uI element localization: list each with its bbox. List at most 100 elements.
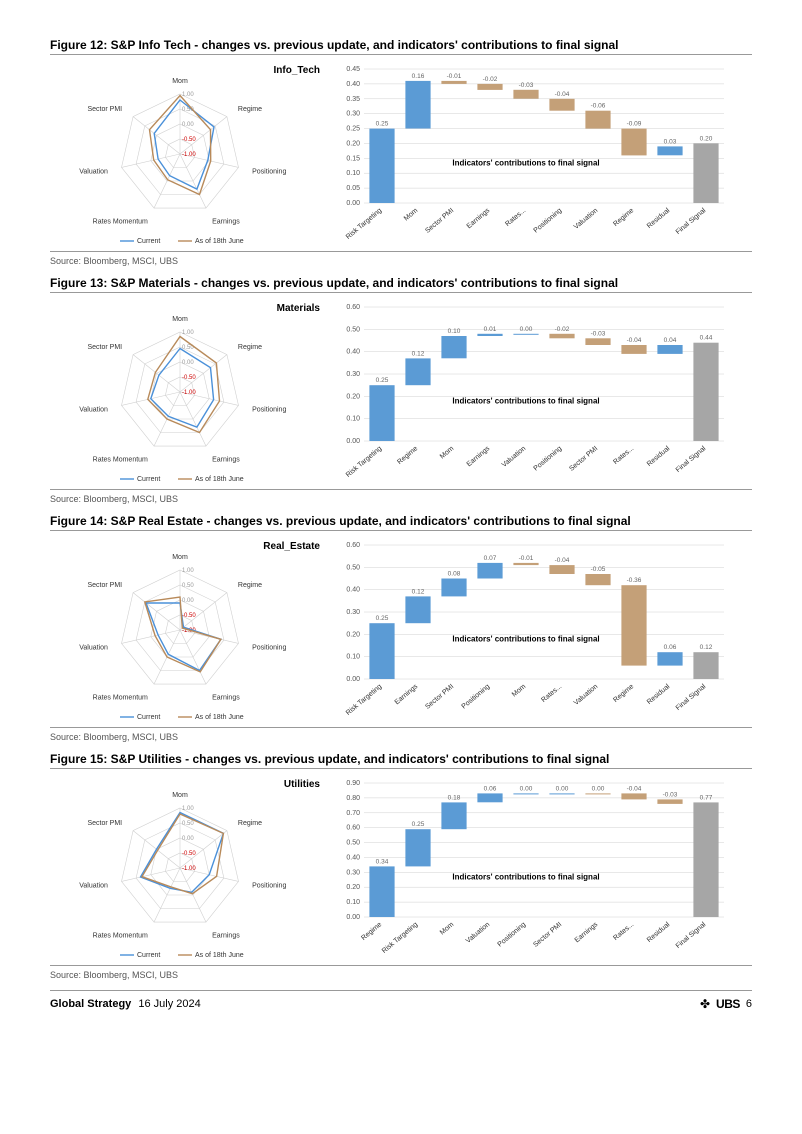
figure-rule <box>50 768 752 769</box>
svg-text:0.08: 0.08 <box>448 571 461 578</box>
svg-text:0.00: 0.00 <box>592 785 605 792</box>
figure-row: MomRegimePositioningEarningsRates Moment… <box>50 535 752 725</box>
svg-text:Sector PMI: Sector PMI <box>424 683 455 711</box>
figure-rule-bottom <box>50 251 752 252</box>
radar-chart: MomRegimePositioningEarningsRates Moment… <box>50 59 330 249</box>
svg-text:-1.00: -1.00 <box>182 390 196 396</box>
svg-text:Current: Current <box>137 952 160 959</box>
svg-text:Risk Targeting: Risk Targeting <box>345 683 383 717</box>
svg-text:0.60: 0.60 <box>346 825 360 832</box>
svg-text:0.30: 0.30 <box>346 371 360 378</box>
figure-block: Figure 14: S&P Real Estate - changes vs.… <box>50 514 752 742</box>
svg-text:0.25: 0.25 <box>376 121 389 128</box>
svg-text:-0.05: -0.05 <box>591 566 606 573</box>
svg-text:-0.01: -0.01 <box>447 73 462 80</box>
svg-text:Residual: Residual <box>646 683 672 706</box>
svg-text:Sector PMI: Sector PMI <box>87 820 122 827</box>
svg-text:0.00: 0.00 <box>346 914 360 921</box>
svg-text:Risk Targeting: Risk Targeting <box>345 445 383 479</box>
waterfall-chart: 0.000.100.200.300.400.500.600.25Risk Tar… <box>330 535 730 725</box>
svg-text:0.44: 0.44 <box>700 335 713 342</box>
figure-title: Figure 13: S&P Materials - changes vs. p… <box>50 276 752 290</box>
figure-block: Figure 13: S&P Materials - changes vs. p… <box>50 276 752 504</box>
svg-text:Real_Estate: Real_Estate <box>263 541 320 552</box>
svg-text:0.10: 0.10 <box>346 170 360 177</box>
svg-text:-0.36: -0.36 <box>627 577 642 584</box>
svg-text:Valuation: Valuation <box>573 683 600 707</box>
svg-text:0.20: 0.20 <box>700 135 713 142</box>
figure-title: Figure 15: S&P Utilities - changes vs. p… <box>50 752 752 766</box>
svg-text:Rates Momentum: Rates Momentum <box>93 933 148 940</box>
svg-text:Mom: Mom <box>172 554 188 561</box>
svg-text:Regime: Regime <box>612 683 635 704</box>
svg-text:Mom: Mom <box>172 78 188 85</box>
svg-text:0.20: 0.20 <box>346 884 360 891</box>
svg-text:1.00: 1.00 <box>182 568 194 574</box>
svg-text:Sector PMI: Sector PMI <box>532 921 563 949</box>
svg-text:0.00: 0.00 <box>182 836 194 842</box>
svg-text:Earnings: Earnings <box>466 207 492 230</box>
svg-text:-0.01: -0.01 <box>519 555 534 562</box>
svg-text:Valuation: Valuation <box>573 207 600 231</box>
svg-text:0.12: 0.12 <box>700 644 713 651</box>
svg-text:0.20: 0.20 <box>346 140 360 147</box>
svg-text:Current: Current <box>137 714 160 721</box>
svg-text:Utilities: Utilities <box>284 779 321 790</box>
svg-text:Positioning: Positioning <box>497 921 528 948</box>
svg-text:-1.00: -1.00 <box>182 866 196 872</box>
svg-text:Valuation: Valuation <box>79 169 108 176</box>
figure-row: MomRegimePositioningEarningsRates Moment… <box>50 297 752 487</box>
svg-text:As of 18th June: As of 18th June <box>195 714 244 721</box>
svg-text:Sector PMI: Sector PMI <box>424 207 455 235</box>
svg-text:-0.03: -0.03 <box>591 330 606 337</box>
footer-title: Global Strategy <box>50 998 131 1010</box>
svg-text:Current: Current <box>137 476 160 483</box>
waterfall-chart: 0.000.100.200.300.400.500.600.25Risk Tar… <box>330 297 730 487</box>
svg-text:0.35: 0.35 <box>346 96 360 103</box>
svg-text:Mom: Mom <box>511 683 528 698</box>
svg-text:Final Signal: Final Signal <box>675 445 708 474</box>
svg-text:0.00: 0.00 <box>182 360 194 366</box>
ubs-logo: UBS <box>716 997 740 1011</box>
footer-date: 16 July 2024 <box>138 998 200 1010</box>
svg-text:Earnings: Earnings <box>212 219 240 226</box>
svg-text:0.07: 0.07 <box>484 555 497 562</box>
svg-text:0.00: 0.00 <box>182 122 194 128</box>
svg-text:-0.04: -0.04 <box>555 557 570 564</box>
svg-text:0.77: 0.77 <box>700 794 713 801</box>
svg-text:0.30: 0.30 <box>346 869 360 876</box>
svg-text:Regime: Regime <box>238 582 262 589</box>
figure-rule <box>50 530 752 531</box>
svg-text:Regime: Regime <box>360 921 383 942</box>
svg-text:Sector PMI: Sector PMI <box>87 344 122 351</box>
svg-text:Risk Targeting: Risk Targeting <box>381 921 419 955</box>
svg-text:0.45: 0.45 <box>346 66 360 73</box>
svg-text:0.00: 0.00 <box>346 200 360 207</box>
svg-text:Earnings: Earnings <box>466 445 492 468</box>
svg-text:-1.00: -1.00 <box>182 152 196 158</box>
svg-text:0.90: 0.90 <box>346 780 360 787</box>
svg-text:Earnings: Earnings <box>212 695 240 702</box>
svg-text:-0.50: -0.50 <box>182 375 196 381</box>
svg-text:0.00: 0.00 <box>520 326 533 333</box>
svg-text:Valuation: Valuation <box>79 645 108 652</box>
svg-text:-0.09: -0.09 <box>627 121 642 128</box>
svg-text:Mom: Mom <box>172 792 188 799</box>
figure-row: Mom Regime Positioning Earnings Rates Moment… <box>50 773 752 963</box>
svg-text:Final Signal: Final Signal <box>675 207 708 236</box>
svg-text:Risk Targeting: Risk Targeting <box>345 207 383 241</box>
figure-rule-bottom <box>50 727 752 728</box>
svg-text:Valuation: Valuation <box>501 445 528 469</box>
svg-text:Materials: Materials <box>277 303 321 314</box>
svg-text:1.00: 1.00 <box>182 92 194 98</box>
radar-chart: MomRegimePositioningEarningsRates Moment… <box>50 297 330 487</box>
figure-source: Source: Bloomberg, MSCI, UBS <box>50 732 752 742</box>
svg-text:Positioning: Positioning <box>252 883 286 890</box>
svg-text:0.30: 0.30 <box>346 111 360 118</box>
svg-text:Earnings: Earnings <box>574 921 600 944</box>
radar-chart: MomRegimePositioningEarningsRates Moment… <box>50 535 330 725</box>
svg-text:Regime: Regime <box>238 344 262 351</box>
svg-text:0.00: 0.00 <box>556 785 569 792</box>
svg-text:Regime: Regime <box>396 445 419 466</box>
waterfall-chart: 0.000.100.200.300.400.500.600.700.800.90… <box>330 773 730 963</box>
